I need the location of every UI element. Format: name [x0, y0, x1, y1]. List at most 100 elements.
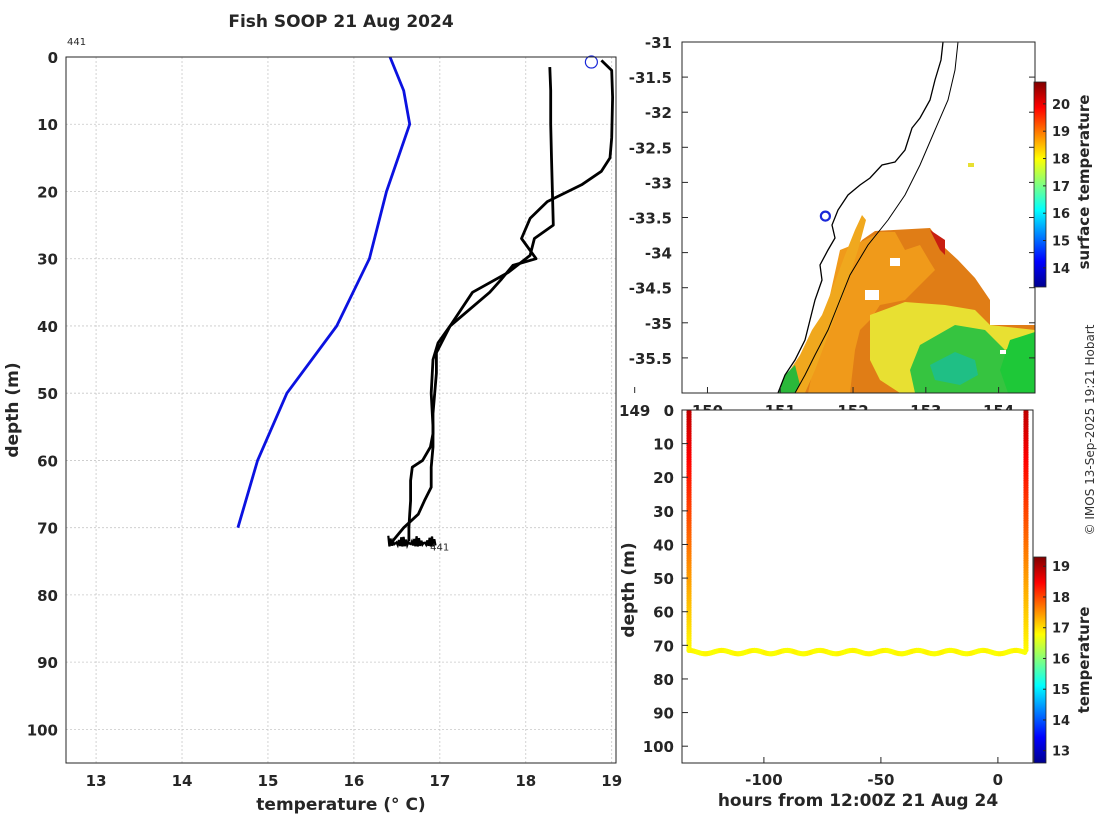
isobath [794, 42, 959, 393]
y-tick-label: 60 [37, 452, 58, 470]
sst-patch-cool [930, 352, 978, 385]
series-line-climatology [236, 56, 412, 529]
chart-title: Fish SOOP 21 Aug 2024 [228, 12, 454, 32]
section-x-tick-label: -100 [745, 771, 783, 789]
x-axis-label: temperature (° C) [256, 795, 425, 815]
section-y-tick-label: 100 [643, 738, 674, 756]
section-x-tick-label: 0 [993, 771, 1003, 789]
y-tick-label: 80 [37, 587, 58, 605]
map-colorbar-tick-label: 19 [1052, 125, 1070, 140]
map-colorbar-label: surface temperature [1075, 95, 1093, 270]
section-colorbar-ticks: 13 14 15 16 17 18 19 [1043, 560, 1070, 760]
sst-speck [968, 163, 974, 167]
y-tick-label: 40 [37, 318, 58, 336]
map-colorbar-tick-label: 15 [1052, 235, 1070, 250]
section-colorbar-tick-label: 17 [1052, 622, 1070, 637]
section-y-tick-label: 10 [653, 436, 674, 454]
series-line-profile-down [391, 59, 614, 542]
section-y-axis-label: depth (m) [619, 542, 639, 637]
map-colorbar-tick-label: 18 [1052, 153, 1070, 168]
map-location-marker [819, 210, 831, 222]
sst-patch-hot [930, 230, 945, 255]
y-axis-label: depth (m) [3, 362, 23, 457]
sst-gap [955, 245, 961, 251]
section-colorbar-tick-label: 18 [1052, 591, 1070, 606]
section-colorbar-tick-label: 14 [1052, 714, 1070, 729]
sst-patch-coastal-green [778, 365, 800, 393]
y-tick-label: 20 [37, 183, 58, 201]
y-tick-label: 70 [37, 520, 58, 538]
sst-map-panel: -31 -31.5 -32 -32.5 -33 -33.5 -34 -34.5 -35 -35.5… [619, 34, 1093, 420]
map-x-tick-label: 149 [619, 402, 650, 420]
map-colorbar-tick-label: 20 [1052, 98, 1070, 113]
map-y-tick-label: -31 [645, 34, 672, 52]
section-point [1022, 649, 1028, 655]
section-y-tick-label: 60 [653, 604, 674, 622]
sst-gap [890, 258, 900, 266]
map-colorbar-tick-label: 14 [1052, 262, 1070, 277]
section-y-tick-label: 20 [653, 469, 674, 487]
x-tick-label: 16 [343, 772, 364, 790]
section-background [682, 410, 1033, 763]
y-tick-label: 90 [37, 654, 58, 672]
map-y-tick-label: -31.5 [629, 69, 672, 87]
sst-gap [865, 290, 879, 300]
map-y-tick-label: -33.5 [629, 210, 672, 228]
y-tick-label: 30 [37, 251, 58, 269]
series-bottom-trace [387, 535, 437, 550]
section-y-tick-label: 80 [653, 671, 674, 689]
section-colorbar-tick-label: 16 [1052, 652, 1070, 667]
section-tick-labels: 0 10 20 30 40 50 60 70 80 90 100 -100 -50 0 [643, 402, 1003, 789]
map-colorbar-ticks: 14 15 16 17 18 19 20 [1043, 98, 1070, 277]
profile-tick-labels: 13 14 15 16 17 18 19 0 10 20 30 40 50 60 70 80 90 100 [27, 49, 622, 790]
section-x-tick-label: -50 [867, 771, 894, 789]
x-tick-label: 14 [172, 772, 193, 790]
section-y-tick-label: 40 [653, 536, 674, 554]
x-tick-label: 17 [429, 772, 450, 790]
section-y-tick-label: 0 [664, 402, 674, 420]
depth-profile-panel: Fish SOOP 21 Aug 2024 441 441 13 14 15 16 17… [3, 12, 622, 815]
profile-end-label: 441 [430, 542, 449, 553]
map-y-tick-label: -35 [645, 315, 672, 333]
map-y-tick-label: -32.5 [629, 139, 672, 157]
map-colorbar-tick-label: 17 [1052, 180, 1070, 195]
sst-gap [1000, 350, 1006, 354]
section-y-tick-label: 70 [653, 637, 674, 655]
sst-field [778, 163, 1035, 393]
section-colorbar-tick-label: 13 [1052, 745, 1070, 760]
section-colorbar [1033, 556, 1047, 764]
depth-time-panel: 0 10 20 30 40 50 60 70 80 90 100 -100 -50 0 hours fro… [619, 402, 1093, 811]
section-y-tick-label: 90 [653, 705, 674, 723]
y-tick-label: 100 [27, 721, 58, 739]
map-colorbar-tick-label: 16 [1052, 207, 1070, 222]
section-colorbar-tick-label: 15 [1052, 683, 1070, 698]
profile-axes-frame [65, 56, 617, 764]
profile-annotations: 441 [430, 55, 598, 553]
section-colorbar-tick-label: 19 [1052, 560, 1070, 575]
section-colorbar-label: temperature [1075, 607, 1093, 714]
series-line-profile-up [407, 67, 555, 542]
start-marker [584, 55, 598, 69]
x-tick-label: 15 [258, 772, 279, 790]
sst-patch-green-east [1000, 332, 1035, 393]
section-y-tick-label: 50 [653, 570, 674, 588]
profile-series [236, 56, 614, 550]
y-tick-label: 0 [48, 49, 58, 67]
profile-id-label: 441 [67, 37, 86, 48]
x-tick-label: 13 [86, 772, 107, 790]
map-y-tick-label: -33 [645, 174, 672, 192]
section-x-axis-label: hours from 12:00Z 21 Aug 24 [718, 791, 999, 811]
y-tick-label: 50 [37, 385, 58, 403]
sst-patch-coastal [778, 215, 866, 393]
section-y-tick-label: 30 [653, 503, 674, 521]
map-y-tick-label: -34 [645, 245, 672, 263]
x-tick-label: 18 [515, 772, 536, 790]
map-colorbar [1033, 81, 1047, 288]
x-tick-label: 19 [601, 772, 622, 790]
y-tick-label: 10 [37, 116, 58, 134]
coastline [777, 42, 944, 393]
section-points [686, 410, 1029, 657]
map-y-tick-label: -35.5 [629, 350, 672, 368]
